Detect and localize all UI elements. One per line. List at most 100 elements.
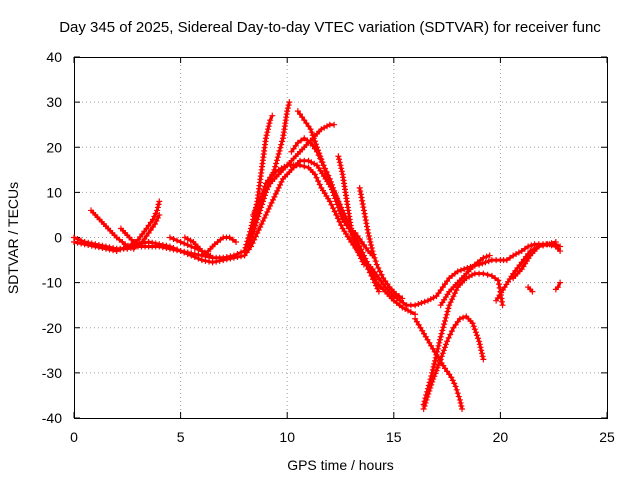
data-point (426, 379, 433, 386)
data-point (412, 302, 419, 309)
data-point (154, 204, 161, 211)
y-tick-label: 20 (46, 139, 62, 155)
data-point (503, 257, 510, 264)
data-point (277, 144, 284, 151)
data-point (184, 242, 191, 249)
data-point (353, 246, 360, 253)
data-point (445, 334, 452, 341)
data-point (370, 276, 377, 283)
data-point (375, 264, 382, 271)
data-point (444, 278, 451, 285)
data-point (366, 269, 373, 276)
data-point (399, 295, 406, 302)
y-tick-label: 30 (46, 94, 62, 110)
data-point (495, 281, 502, 288)
data-point (421, 298, 428, 305)
data-point (444, 368, 451, 375)
data-point (443, 311, 450, 318)
data-point (337, 162, 344, 169)
data-point (415, 321, 422, 328)
data-point (255, 199, 262, 206)
y-tick-label: -40 (42, 410, 62, 426)
data-point (447, 299, 454, 306)
data-point (278, 141, 285, 148)
data-point (252, 233, 259, 240)
data-point (422, 333, 429, 340)
data-point (279, 138, 286, 145)
data-point (367, 239, 374, 246)
data-point (359, 258, 366, 265)
data-point (170, 245, 177, 252)
data-point (365, 229, 372, 236)
data-point (257, 223, 264, 230)
data-point (438, 330, 445, 337)
data-point (449, 296, 456, 303)
data-point (360, 207, 367, 214)
data-point (376, 268, 383, 275)
data-point (444, 338, 451, 345)
data-point (557, 279, 564, 286)
data-point (147, 226, 154, 233)
data-point (480, 254, 487, 261)
data-point (269, 172, 276, 179)
data-point (420, 401, 427, 408)
data-point (424, 336, 431, 343)
data-point (285, 102, 292, 109)
data-point (216, 257, 223, 264)
series-arc-fall-2 (356, 184, 406, 302)
data-point (475, 335, 482, 342)
data-point (336, 159, 343, 166)
data-point (454, 318, 461, 325)
data-point (492, 275, 499, 282)
data-point (415, 301, 422, 308)
y-tick-label: -30 (42, 365, 62, 381)
data-point (354, 232, 361, 239)
data-point (267, 117, 274, 124)
series-arc-early-1 (88, 207, 137, 252)
data-point (427, 376, 434, 383)
data-point (294, 108, 301, 115)
data-point (336, 202, 343, 209)
data-point (154, 214, 161, 221)
data-point (443, 341, 450, 348)
data-point (248, 234, 255, 241)
data-point (259, 201, 266, 208)
data-point (506, 254, 513, 261)
data-point (327, 178, 334, 185)
data-point (143, 232, 150, 239)
data-point (440, 324, 447, 331)
y-tick-label: 0 (54, 230, 62, 246)
data-point (352, 243, 359, 250)
data-point (433, 351, 440, 358)
data-point (152, 220, 159, 227)
data-point (156, 198, 163, 205)
data-point (170, 236, 177, 243)
data-point (299, 114, 306, 121)
series-arc-early-2 (117, 225, 137, 246)
data-point (331, 208, 338, 215)
data-point (392, 290, 399, 297)
data-point (484, 271, 491, 278)
data-point (154, 207, 161, 214)
data-point (308, 129, 315, 136)
data-point (328, 181, 335, 188)
data-point (269, 196, 276, 203)
data-point (371, 254, 378, 261)
data-point (357, 191, 364, 198)
series-arc-late-8 (552, 279, 564, 293)
data-point (461, 266, 468, 273)
data-point (544, 241, 551, 248)
data-point (202, 257, 209, 264)
data-point (278, 178, 285, 185)
series-arc-early-5 (166, 234, 205, 255)
data-point (396, 293, 403, 300)
data-point (469, 320, 476, 327)
data-point (153, 217, 160, 224)
data-point (174, 237, 181, 244)
data-point (363, 223, 370, 230)
data-point (338, 165, 345, 172)
data-point (479, 353, 486, 360)
data-point (106, 246, 113, 253)
series-arc-late-7 (525, 284, 536, 295)
data-point (143, 225, 150, 232)
